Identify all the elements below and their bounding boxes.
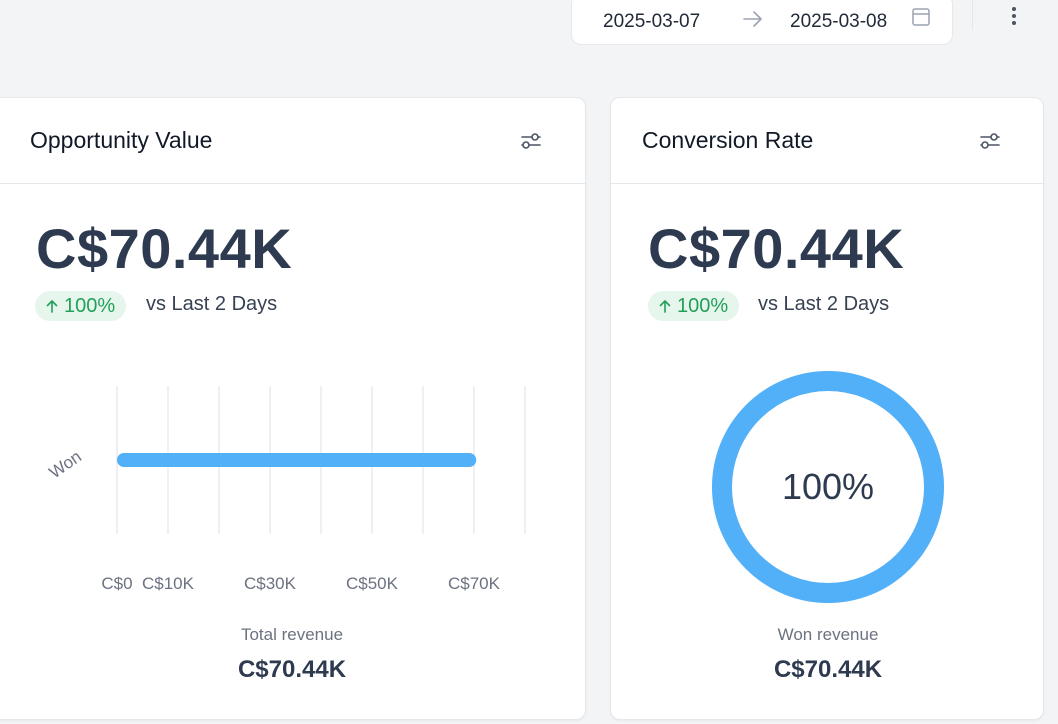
x-tick-label: C$0 — [101, 574, 132, 593]
y-category-label: Won — [46, 447, 85, 482]
card-header: Conversion Rate — [611, 98, 1043, 184]
footer-value: C$70.44K — [773, 656, 883, 683]
card-title: Opportunity Value — [30, 127, 213, 153]
kpi-value: C$70.44K — [648, 217, 905, 280]
footer-value: C$70.44K — [237, 656, 347, 683]
footer-label: Won revenue — [777, 625, 879, 644]
conversion-rate-card: Conversion Rate C$70.44K 100% vs Last 2 … — [610, 97, 1044, 720]
arrow-up-icon — [46, 300, 58, 313]
x-tick-label: C$50K — [346, 574, 399, 593]
header-divider — [972, 0, 973, 30]
card-title: Conversion Rate — [642, 127, 814, 153]
donut-center-label: 100% — [782, 466, 874, 507]
trend-percent: 100% — [64, 294, 116, 317]
footer-label: Total revenue — [240, 625, 344, 644]
x-tick-label: C$10K — [142, 574, 195, 593]
date-range-picker[interactable]: 2025-03-07 2025-03-08 — [571, 0, 953, 45]
opportunity-value-card: Opportunity Value C$70.44K 100% vs Last … — [0, 97, 586, 720]
date-end[interactable]: 2025-03-08 — [790, 11, 888, 32]
donut-slice-won — [712, 371, 944, 603]
trend-comparison-text: vs Last 2 Days — [146, 293, 278, 315]
more-vertical-icon[interactable] — [1003, 4, 1025, 28]
card-header: Opportunity Value — [0, 98, 585, 184]
trend-comparison-text: vs Last 2 Days — [758, 293, 890, 315]
arrow-right-icon — [743, 11, 762, 27]
trend-badge: 100% — [35, 291, 127, 321]
trend-percent: 100% — [677, 294, 729, 317]
conversion-donut-chart: 100% — [712, 371, 944, 603]
top-bar: 2025-03-07 2025-03-08 — [0, 0, 1058, 60]
x-tick-label: C$70K — [448, 574, 501, 593]
date-start[interactable]: 2025-03-07 — [603, 11, 701, 32]
x-tick-label: C$30K — [244, 574, 297, 593]
kpi-value: C$70.44K — [36, 217, 293, 280]
arrow-up-icon — [659, 300, 671, 313]
filter-settings-icon[interactable] — [518, 128, 544, 154]
opportunity-bar-chart: C$0 C$10K C$30K C$50K C$70K Won — [46, 386, 526, 593]
trend-badge: 100% — [648, 291, 740, 321]
filter-settings-icon[interactable] — [977, 128, 1003, 154]
calendar-icon[interactable] — [910, 6, 932, 28]
